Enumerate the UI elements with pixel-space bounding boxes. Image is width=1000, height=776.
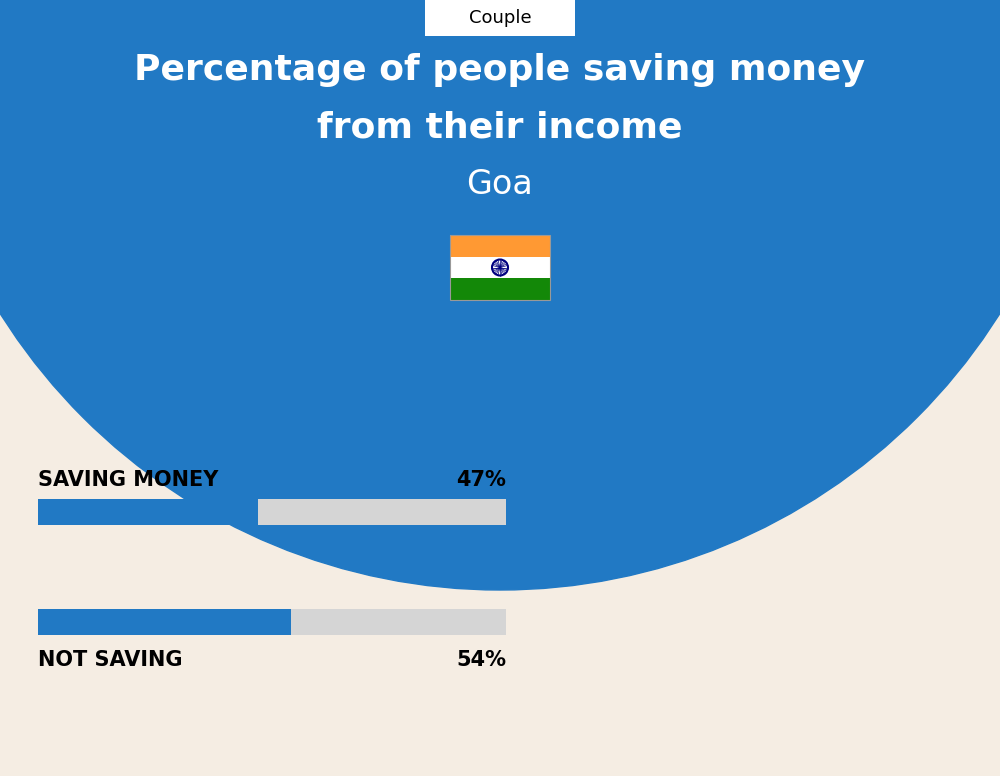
Text: SAVING MONEY: SAVING MONEY <box>38 470 218 490</box>
FancyBboxPatch shape <box>450 279 550 300</box>
Text: 54%: 54% <box>456 650 506 670</box>
Text: Goa: Goa <box>467 168 533 202</box>
FancyBboxPatch shape <box>450 257 550 279</box>
Circle shape <box>0 0 1000 590</box>
Text: Percentage of people saving money: Percentage of people saving money <box>134 53 866 87</box>
FancyBboxPatch shape <box>38 499 506 525</box>
FancyBboxPatch shape <box>38 609 291 635</box>
Text: from their income: from their income <box>317 111 683 145</box>
Text: NOT SAVING: NOT SAVING <box>38 650 182 670</box>
FancyBboxPatch shape <box>38 499 258 525</box>
FancyBboxPatch shape <box>450 235 550 257</box>
FancyBboxPatch shape <box>38 609 506 635</box>
FancyBboxPatch shape <box>425 0 575 36</box>
Text: 47%: 47% <box>456 470 506 490</box>
Text: Couple: Couple <box>469 9 531 27</box>
